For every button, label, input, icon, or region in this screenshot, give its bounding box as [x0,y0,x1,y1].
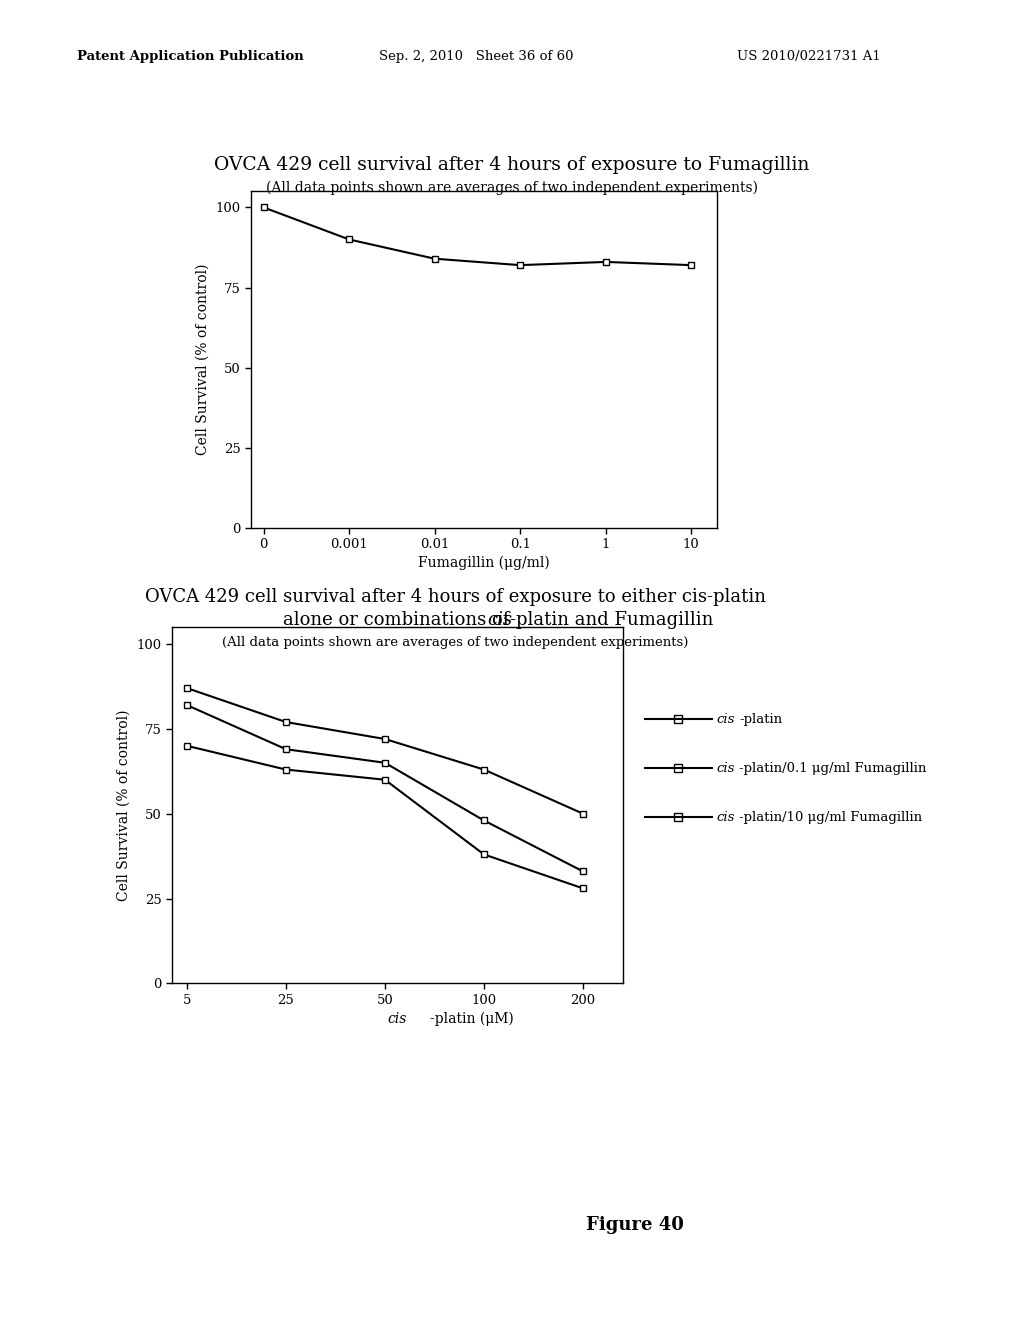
Text: (All data points shown are averages of two independent experiments): (All data points shown are averages of t… [222,636,689,649]
Text: Figure 40: Figure 40 [586,1216,684,1234]
Text: -platin (μM): -platin (μM) [430,1012,514,1026]
Text: OVCA 429 cell survival after 4 hours of exposure to either cis-platin: OVCA 429 cell survival after 4 hours of … [145,587,766,606]
Text: Sep. 2, 2010   Sheet 36 of 60: Sep. 2, 2010 Sheet 36 of 60 [379,50,573,63]
Text: -platin and Fumagillin: -platin and Fumagillin [510,611,714,630]
Text: US 2010/0221731 A1: US 2010/0221731 A1 [737,50,881,63]
Y-axis label: Cell Survival (% of control): Cell Survival (% of control) [117,709,131,902]
Text: Patent Application Publication: Patent Application Publication [77,50,303,63]
Text: (All data points shown are averages of two independent experiments): (All data points shown are averages of t… [266,181,758,194]
Text: cis: cis [717,810,735,824]
Text: -platin/10 μg/ml Fumagillin: -platin/10 μg/ml Fumagillin [739,810,923,824]
Text: alone or combinations of: alone or combinations of [284,611,515,630]
Text: -platin: -platin [739,713,782,726]
Text: cis: cis [388,1012,407,1026]
Y-axis label: Cell Survival (% of control): Cell Survival (% of control) [196,264,210,455]
Text: -platin/0.1 μg/ml Fumagillin: -platin/0.1 μg/ml Fumagillin [739,762,927,775]
Text: cis: cis [717,713,735,726]
Text: cis: cis [487,611,513,630]
Text: OVCA 429 cell survival after 4 hours of exposure to Fumagillin: OVCA 429 cell survival after 4 hours of … [214,156,810,174]
Text: cis: cis [717,762,735,775]
X-axis label: Fumagillin (μg/ml): Fumagillin (μg/ml) [418,556,550,570]
